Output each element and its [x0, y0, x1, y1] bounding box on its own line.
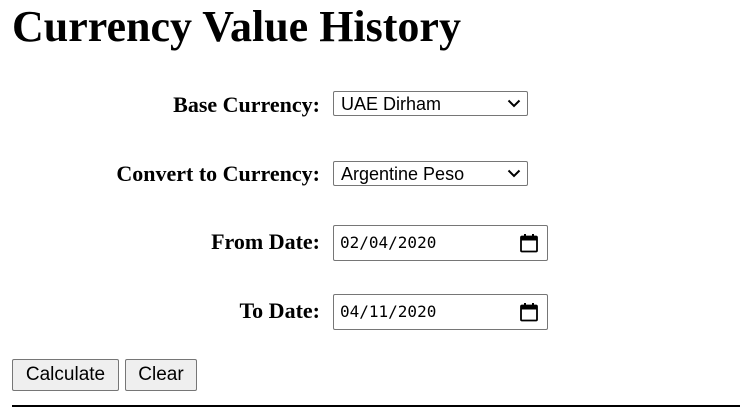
to-date-input[interactable]: 04/11/2020	[333, 294, 548, 330]
clear-button[interactable]: Clear	[125, 359, 197, 391]
base-currency-select[interactable]: UAE Dirham	[333, 91, 528, 116]
from-date-input[interactable]: 02/04/2020	[333, 225, 548, 261]
convert-currency-label: Convert to Currency:	[116, 161, 320, 186]
divider	[12, 405, 740, 407]
from-date-value: 02/04/2020	[340, 233, 437, 252]
calculate-button[interactable]: Calculate	[12, 359, 119, 391]
convert-currency-select[interactable]: Argentine Peso	[333, 161, 528, 186]
to-date-value: 04/11/2020	[340, 302, 437, 321]
convert-currency-value: Argentine Peso	[341, 164, 465, 184]
to-date-label: To Date:	[239, 298, 320, 323]
calendar-icon[interactable]	[519, 233, 539, 253]
chevron-down-icon	[507, 169, 521, 178]
calendar-icon[interactable]	[519, 302, 539, 322]
base-currency-label: Base Currency:	[173, 92, 320, 117]
page-title: Currency Value History	[12, 2, 461, 51]
base-currency-value: UAE Dirham	[341, 94, 442, 114]
chevron-down-icon	[507, 99, 521, 108]
from-date-label: From Date:	[211, 229, 320, 254]
